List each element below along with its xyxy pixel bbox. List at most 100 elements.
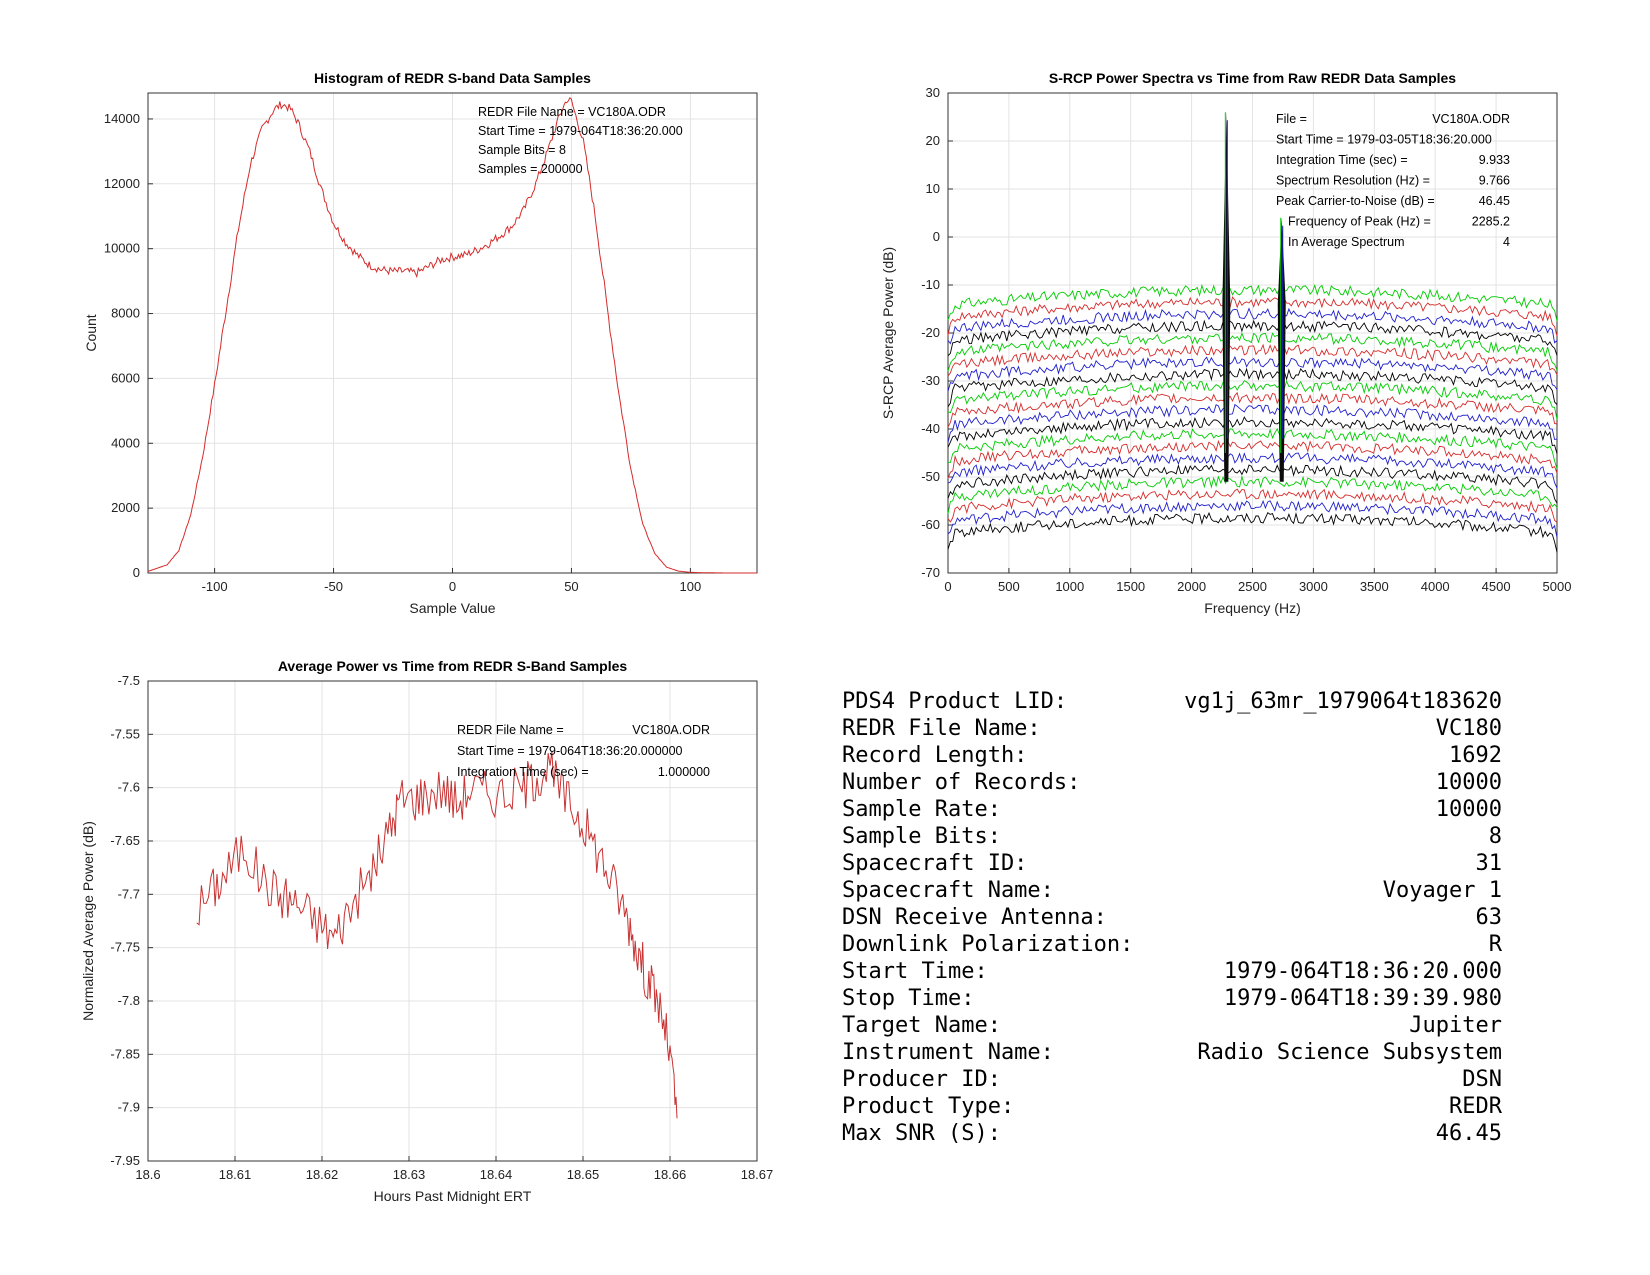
y-tick-label: 30	[926, 85, 940, 100]
summary-row: Number of Records: 10000	[842, 769, 1502, 796]
annotation-text: Start Time = 1979-064T18:36:20.000	[478, 124, 683, 138]
summary-row: REDR File Name: VC180	[842, 715, 1502, 742]
x-tick-label: 18.65	[567, 1167, 600, 1182]
y-tick-label: -7.75	[110, 940, 140, 955]
summary-row: Record Length: 1692	[842, 742, 1502, 769]
power-line	[196, 751, 678, 1119]
annotation-text: REDR File Name = VC180A.ODR	[478, 105, 666, 119]
y-tick-label: -60	[921, 517, 940, 532]
chart-2: 0 500 1000 1500 2000 2500 3000 3500 4000 4500 5000…	[880, 70, 1571, 616]
y-tick-label: -7.8	[118, 993, 140, 1008]
annotation-label: File =	[1276, 112, 1307, 126]
y-axis-label: Normalized Average Power (dB)	[80, 821, 96, 1021]
summary-row: Max SNR (S): 46.45	[842, 1120, 1502, 1147]
axes-frame	[147, 92, 758, 574]
y-axis-label: Count	[83, 314, 99, 351]
summary-value: Jupiter	[1409, 1013, 1502, 1038]
x-tick-label: -50	[324, 579, 343, 594]
x-tick-label: 500	[998, 579, 1020, 594]
annotation-text: Samples = 200000	[478, 162, 583, 176]
y-tick-label: -7.5	[118, 673, 140, 688]
y-tick-label: -70	[921, 565, 940, 580]
spectrum-line	[947, 463, 1558, 504]
spectrum-line	[947, 296, 1558, 337]
spectrum-line	[947, 499, 1558, 538]
summary-label: Sample Bits:	[842, 824, 1001, 849]
carrier-peak	[1222, 112, 1231, 482]
summary-value: 1692	[1449, 743, 1502, 768]
y-tick-label: -7.9	[118, 1100, 140, 1115]
summary-label: Spacecraft Name:	[842, 878, 1054, 903]
spectrum-line	[947, 319, 1558, 357]
x-tick-label: 0	[944, 579, 951, 594]
summary-row: Sample Bits: 8	[842, 823, 1502, 850]
x-tick-label: 18.64	[480, 1167, 513, 1182]
summary-label: Downlink Polarization:	[842, 932, 1134, 957]
spectrum-line	[947, 331, 1558, 372]
annotation-value: 1.000000	[658, 765, 710, 779]
spectrum-line	[947, 403, 1558, 443]
y-tick-label: 2000	[111, 500, 140, 515]
annotation-value: 4	[1503, 235, 1510, 249]
x-tick-label: 2000	[1177, 579, 1206, 594]
summary-label: REDR File Name:	[842, 716, 1041, 741]
annotation-label: REDR File Name =	[457, 723, 564, 737]
x-tick-label: 18.62	[306, 1167, 339, 1182]
y-tick-label: -7.7	[118, 886, 140, 901]
annotation-value: 46.45	[1479, 194, 1510, 208]
summary-label: Instrument Name:	[842, 1040, 1054, 1065]
x-tick-label: -100	[202, 579, 228, 594]
product-summary-table: PDS4 Product LID: vg1j_63mr_1979064t18362…	[842, 688, 1502, 1147]
summary-label: Start Time:	[842, 959, 988, 984]
x-tick-label: 4000	[1421, 579, 1450, 594]
summary-value: REDR	[1449, 1094, 1502, 1119]
axes-frame	[947, 92, 1558, 574]
summary-label: DSN Receive Antenna:	[842, 905, 1107, 930]
spectrum-line	[947, 391, 1558, 428]
annotation-value: 9.933	[1479, 153, 1510, 167]
x-tick-label: 18.67	[741, 1167, 774, 1182]
summary-value: 10000	[1435, 770, 1502, 795]
annotation-value: VC180A.ODR	[1432, 112, 1510, 126]
annotation-label: Frequency of Peak (Hz) =	[1288, 215, 1431, 229]
spectrum-line	[947, 283, 1558, 322]
summary-label: Product Type:	[842, 1094, 1015, 1119]
summary-value: 46.45	[1435, 1121, 1502, 1146]
x-tick-label: 0	[449, 579, 456, 594]
y-tick-label: -7.6	[118, 780, 140, 795]
annotation-label: Integration Time (sec) =	[457, 765, 589, 779]
annotation-label: Integration Time (sec) =	[1276, 153, 1408, 167]
y-tick-label: 10	[926, 181, 940, 196]
x-axis-label: Hours Past Midnight ERT	[374, 1188, 532, 1204]
summary-value: 63	[1475, 905, 1503, 930]
summary-label: Stop Time:	[842, 986, 975, 1011]
spectrum-line	[947, 367, 1558, 408]
annotation-label: Peak Carrier-to-Noise (dB) =	[1276, 194, 1435, 208]
summary-row: Instrument Name: Radio Science Subsystem	[842, 1039, 1502, 1066]
spectrum-line	[947, 307, 1558, 345]
spectrum-line	[947, 488, 1558, 523]
chart-title: Histogram of REDR S-band Data Samples	[314, 70, 591, 86]
annotation-value: 9.766	[1479, 174, 1510, 188]
summary-row: Product Type: REDR	[842, 1093, 1502, 1120]
summary-value: DSN	[1462, 1067, 1502, 1092]
spectrum-line	[947, 427, 1558, 469]
y-tick-label: 8000	[111, 306, 140, 321]
summary-row: Sample Rate: 10000	[842, 796, 1502, 823]
summary-value: 1979-064T18:36:20.000	[1223, 959, 1502, 984]
annotation-value: 2285.2	[1472, 215, 1510, 229]
y-tick-label: 6000	[111, 370, 140, 385]
summary-row: Downlink Polarization: R	[842, 931, 1502, 958]
chart-1: -100 -50 0 50 100 0 2000 4000 6000 8000 10000 12000…	[83, 70, 758, 616]
summary-label: PDS4 Product LID:	[842, 689, 1068, 714]
summary-value: 8	[1488, 824, 1502, 849]
summary-label: Number of Records:	[842, 770, 1081, 795]
x-tick-label: 1500	[1116, 579, 1145, 594]
summary-label: Record Length:	[842, 743, 1028, 768]
summary-row: Producer ID: DSN	[842, 1066, 1502, 1093]
spectrum-line	[947, 380, 1558, 420]
y-tick-label: 10000	[104, 241, 140, 256]
spectrum-line	[947, 355, 1558, 392]
summary-row: Stop Time: 1979-064T18:39:39.980	[842, 985, 1502, 1012]
y-tick-label: 20	[926, 133, 940, 148]
